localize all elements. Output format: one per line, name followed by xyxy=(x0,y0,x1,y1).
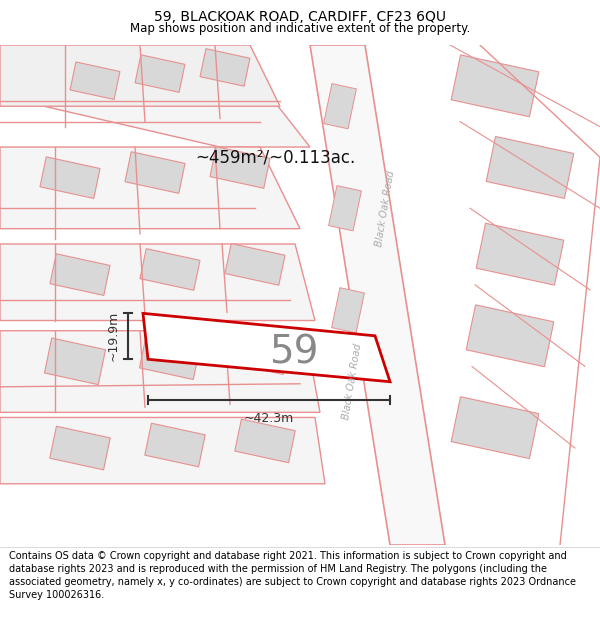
Polygon shape xyxy=(125,152,185,193)
Polygon shape xyxy=(0,331,320,412)
Polygon shape xyxy=(0,147,300,229)
Text: 59, BLACKOAK ROAD, CARDIFF, CF23 6QU: 59, BLACKOAK ROAD, CARDIFF, CF23 6QU xyxy=(154,10,446,24)
Polygon shape xyxy=(70,62,120,99)
Polygon shape xyxy=(229,328,290,374)
Polygon shape xyxy=(140,249,200,290)
Polygon shape xyxy=(310,45,445,545)
Polygon shape xyxy=(329,186,361,231)
Polygon shape xyxy=(235,419,295,462)
Polygon shape xyxy=(200,49,250,86)
Polygon shape xyxy=(476,223,564,285)
Text: Black Oak Road: Black Oak Road xyxy=(341,343,363,421)
Polygon shape xyxy=(139,333,200,379)
Polygon shape xyxy=(0,418,325,484)
Text: Contains OS data © Crown copyright and database right 2021. This information is : Contains OS data © Crown copyright and d… xyxy=(9,551,576,600)
Polygon shape xyxy=(50,426,110,470)
Polygon shape xyxy=(44,338,106,384)
Polygon shape xyxy=(466,305,554,367)
Polygon shape xyxy=(210,147,270,188)
Polygon shape xyxy=(0,45,310,147)
Polygon shape xyxy=(40,157,100,199)
Polygon shape xyxy=(50,254,110,296)
Polygon shape xyxy=(0,45,280,106)
Text: 59: 59 xyxy=(269,334,319,372)
Text: ~459m²/~0.113ac.: ~459m²/~0.113ac. xyxy=(195,148,355,166)
Polygon shape xyxy=(451,397,539,459)
Text: ~42.3m: ~42.3m xyxy=(244,412,294,426)
Polygon shape xyxy=(225,244,285,285)
Text: ~19.9m: ~19.9m xyxy=(107,311,120,361)
Polygon shape xyxy=(135,55,185,92)
Polygon shape xyxy=(332,288,364,333)
Polygon shape xyxy=(323,84,356,129)
Text: Black Oak Road: Black Oak Road xyxy=(374,169,396,247)
Polygon shape xyxy=(143,313,390,382)
Polygon shape xyxy=(451,55,539,117)
Polygon shape xyxy=(486,136,574,198)
Text: Map shows position and indicative extent of the property.: Map shows position and indicative extent… xyxy=(130,22,470,35)
Polygon shape xyxy=(0,244,315,321)
Polygon shape xyxy=(145,423,205,467)
